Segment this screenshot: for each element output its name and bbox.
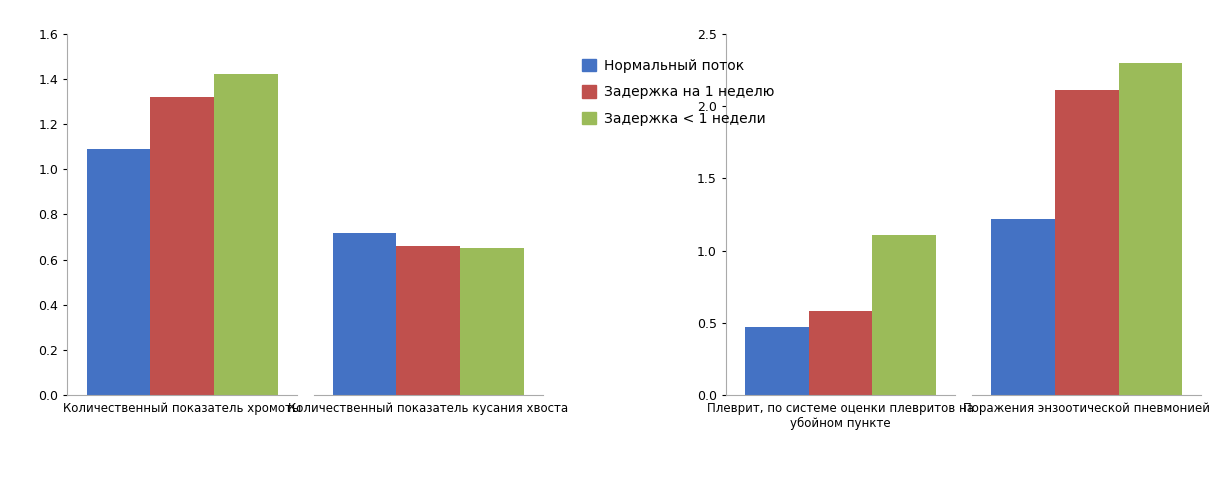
Bar — [87, 149, 151, 395]
Bar — [332, 233, 396, 395]
X-axis label: Плеврит, по системе оценки плевритов на
убойном пункте: Плеврит, по системе оценки плевритов на … — [707, 402, 975, 430]
Bar — [992, 219, 1056, 395]
Bar — [460, 248, 524, 395]
Bar — [1118, 63, 1182, 395]
Bar — [873, 235, 937, 395]
Legend: Нормальный поток, Задержка на 1 неделю, Задержка < 1 недели: Нормальный поток, Задержка на 1 неделю, … — [582, 59, 775, 126]
Bar — [1056, 90, 1118, 395]
Bar — [151, 97, 213, 395]
X-axis label: Поражения энзоотической пневмонией: Поражения энзоотической пневмонией — [964, 402, 1210, 415]
Bar — [745, 327, 809, 395]
Bar — [396, 246, 460, 395]
X-axis label: Количественный показатель хромоты: Количественный показатель хромоты — [63, 402, 302, 415]
X-axis label: Количественный показатель кусания хвоста: Количественный показатель кусания хвоста — [288, 402, 569, 415]
Bar — [809, 311, 873, 395]
Bar — [213, 74, 277, 395]
